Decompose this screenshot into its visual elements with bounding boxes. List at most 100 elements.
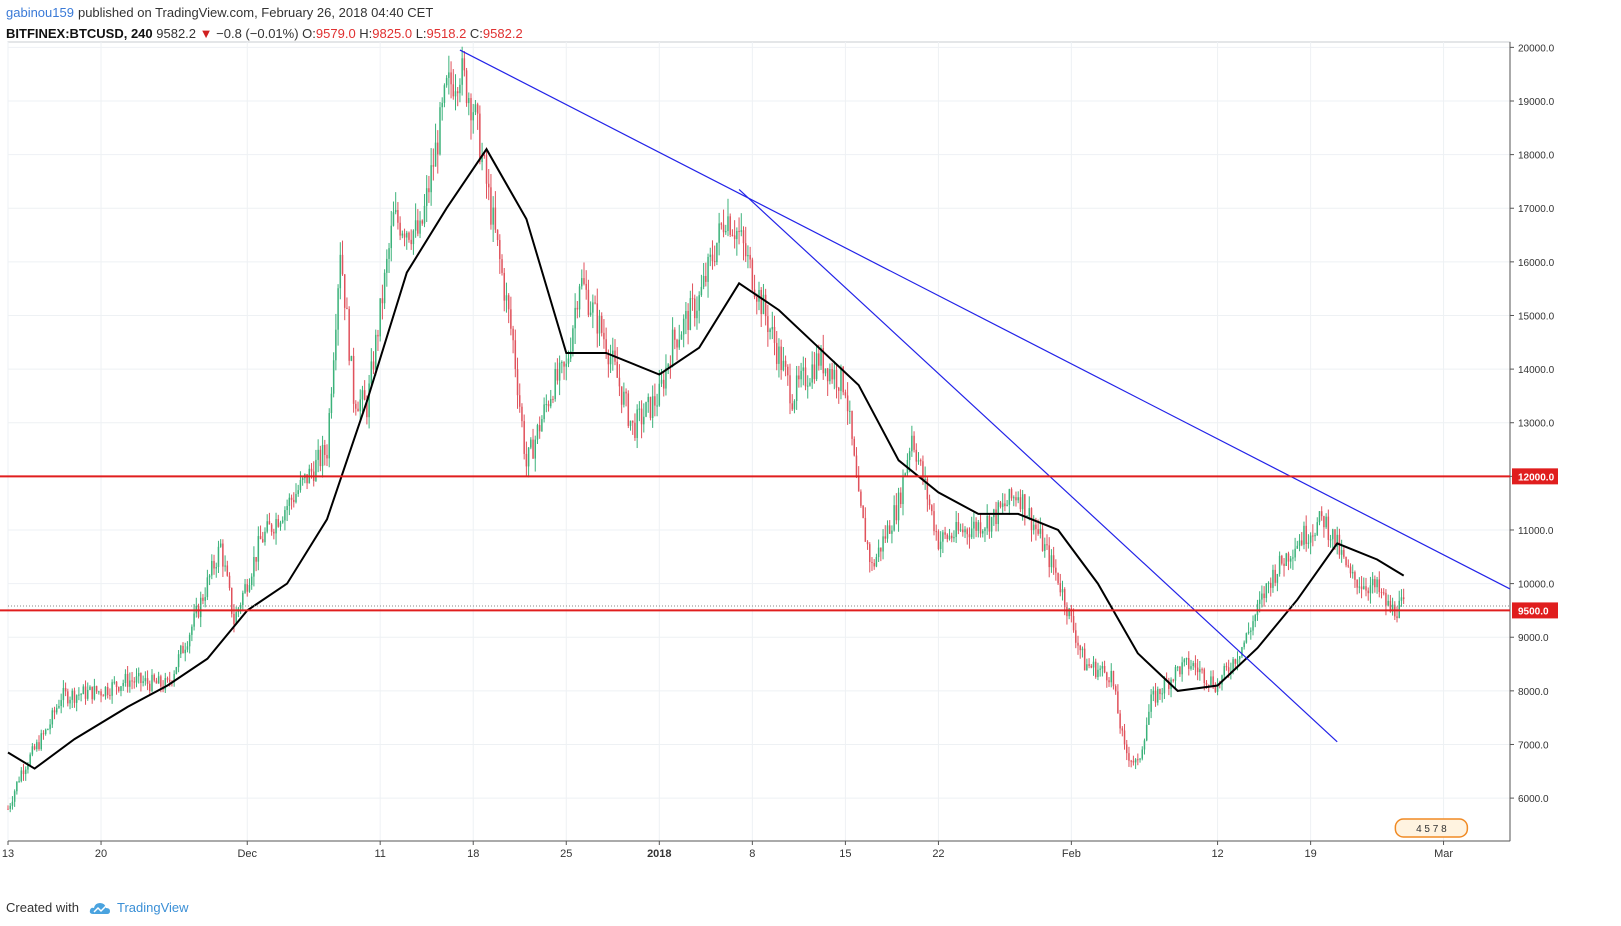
candle-body [698,295,700,311]
y-tick-label: 7000.0 [1518,740,1549,751]
low-label: L: [415,26,427,41]
y-tick-label: 13000.0 [1518,419,1555,430]
candle-body [1094,661,1097,678]
candle-body [64,687,67,692]
candle-body [1077,642,1079,646]
candle-body [1032,524,1035,531]
candle-body [702,275,705,287]
price-chart[interactable]: 6000.0 7000.0 8000.0 9000.0 10000.0 11000.0 12… [0,40,1621,896]
candle-body [109,694,111,696]
candle-body [1161,693,1163,695]
candle-body [392,212,395,226]
candle-body [1103,665,1106,673]
candle-body [866,541,869,545]
candle-body [543,404,545,420]
candle-body [379,298,381,337]
candle-body [1017,497,1019,501]
candle-body [1004,503,1006,507]
candle-body [1325,516,1327,528]
candle-body [284,510,286,521]
candle-body [1090,665,1093,668]
candle-body [1157,689,1159,703]
trendline [738,189,1338,743]
candle-body [164,678,167,690]
tradingview-link[interactable]: TradingView [116,900,189,915]
candle-body [275,519,277,534]
candle-body [1092,661,1095,668]
candle-body [1168,680,1170,689]
candle-body [1046,544,1048,546]
down-arrow-icon: ▼ [199,26,213,41]
candle-body [343,274,346,308]
candle-body [1314,535,1316,537]
candle-body [193,613,195,627]
candle-body [454,91,457,97]
candle-body [348,309,350,361]
candle-body [1148,711,1150,725]
candle-body [133,681,136,683]
candle-body [1099,668,1101,670]
publish-info: published on TradingView.com, February 2… [77,5,434,20]
candle-body [1006,504,1008,507]
candle-body [370,361,373,384]
candle-body [1402,597,1405,600]
candle-body [895,505,898,521]
candle-body [131,680,133,682]
candle-body [1378,579,1381,593]
candle-body [780,346,782,371]
y-tick-label: 18000.0 [1518,151,1555,162]
candle-body [842,366,844,393]
candle-body [1263,593,1265,599]
candle-body [406,232,408,238]
candles [7,46,1405,813]
candle-body [137,673,140,677]
candle-body [831,369,833,380]
candle-body [222,543,224,567]
candle-body [361,390,364,400]
y-tick-label: 14000.0 [1518,365,1555,376]
low-value: 9518.2 [426,26,467,41]
candle-body [558,362,561,381]
candle-body [290,497,293,500]
candle-body [346,307,348,310]
candle-body [146,678,149,684]
candle-body [463,58,466,71]
candle-body [880,547,882,552]
moving-average-line [7,147,1405,770]
author-link[interactable]: gabinou159 [6,5,74,20]
y-tick-label: 10000.0 [1518,580,1555,591]
candle-body [219,543,222,547]
candle-body [277,519,280,527]
y-tick-label: 17000.0 [1518,204,1555,215]
candle-body [1097,669,1099,678]
candle-body [959,529,962,531]
candle-body [1210,676,1212,685]
candle-body [908,451,911,461]
candle-body [381,298,384,304]
candle-body [166,678,169,680]
candle-body [656,405,658,407]
candle-body [366,400,368,418]
candle-body [1134,759,1137,763]
candle-body [942,532,944,542]
candle-body [49,724,51,730]
candle-body [211,560,213,576]
candle-body [795,375,798,401]
candle-body [1192,663,1194,667]
created-with-label: Created with [6,900,79,915]
candle-body [815,353,818,380]
candle-body [891,530,893,534]
candle-body [676,339,678,348]
candle-body [1203,669,1206,683]
candle-body [981,530,984,534]
x-tick-label: 2018 [647,848,671,860]
candle-body [720,223,723,225]
candle-body [95,686,98,692]
candle-body [773,326,776,343]
candle-body [1194,663,1197,668]
symbol-label[interactable]: BITFINEX:BTCUSD, 240 [6,26,153,41]
candle-body [999,502,1002,507]
candle-body [281,520,284,523]
candle-body [386,258,388,273]
candle-body [689,298,692,330]
